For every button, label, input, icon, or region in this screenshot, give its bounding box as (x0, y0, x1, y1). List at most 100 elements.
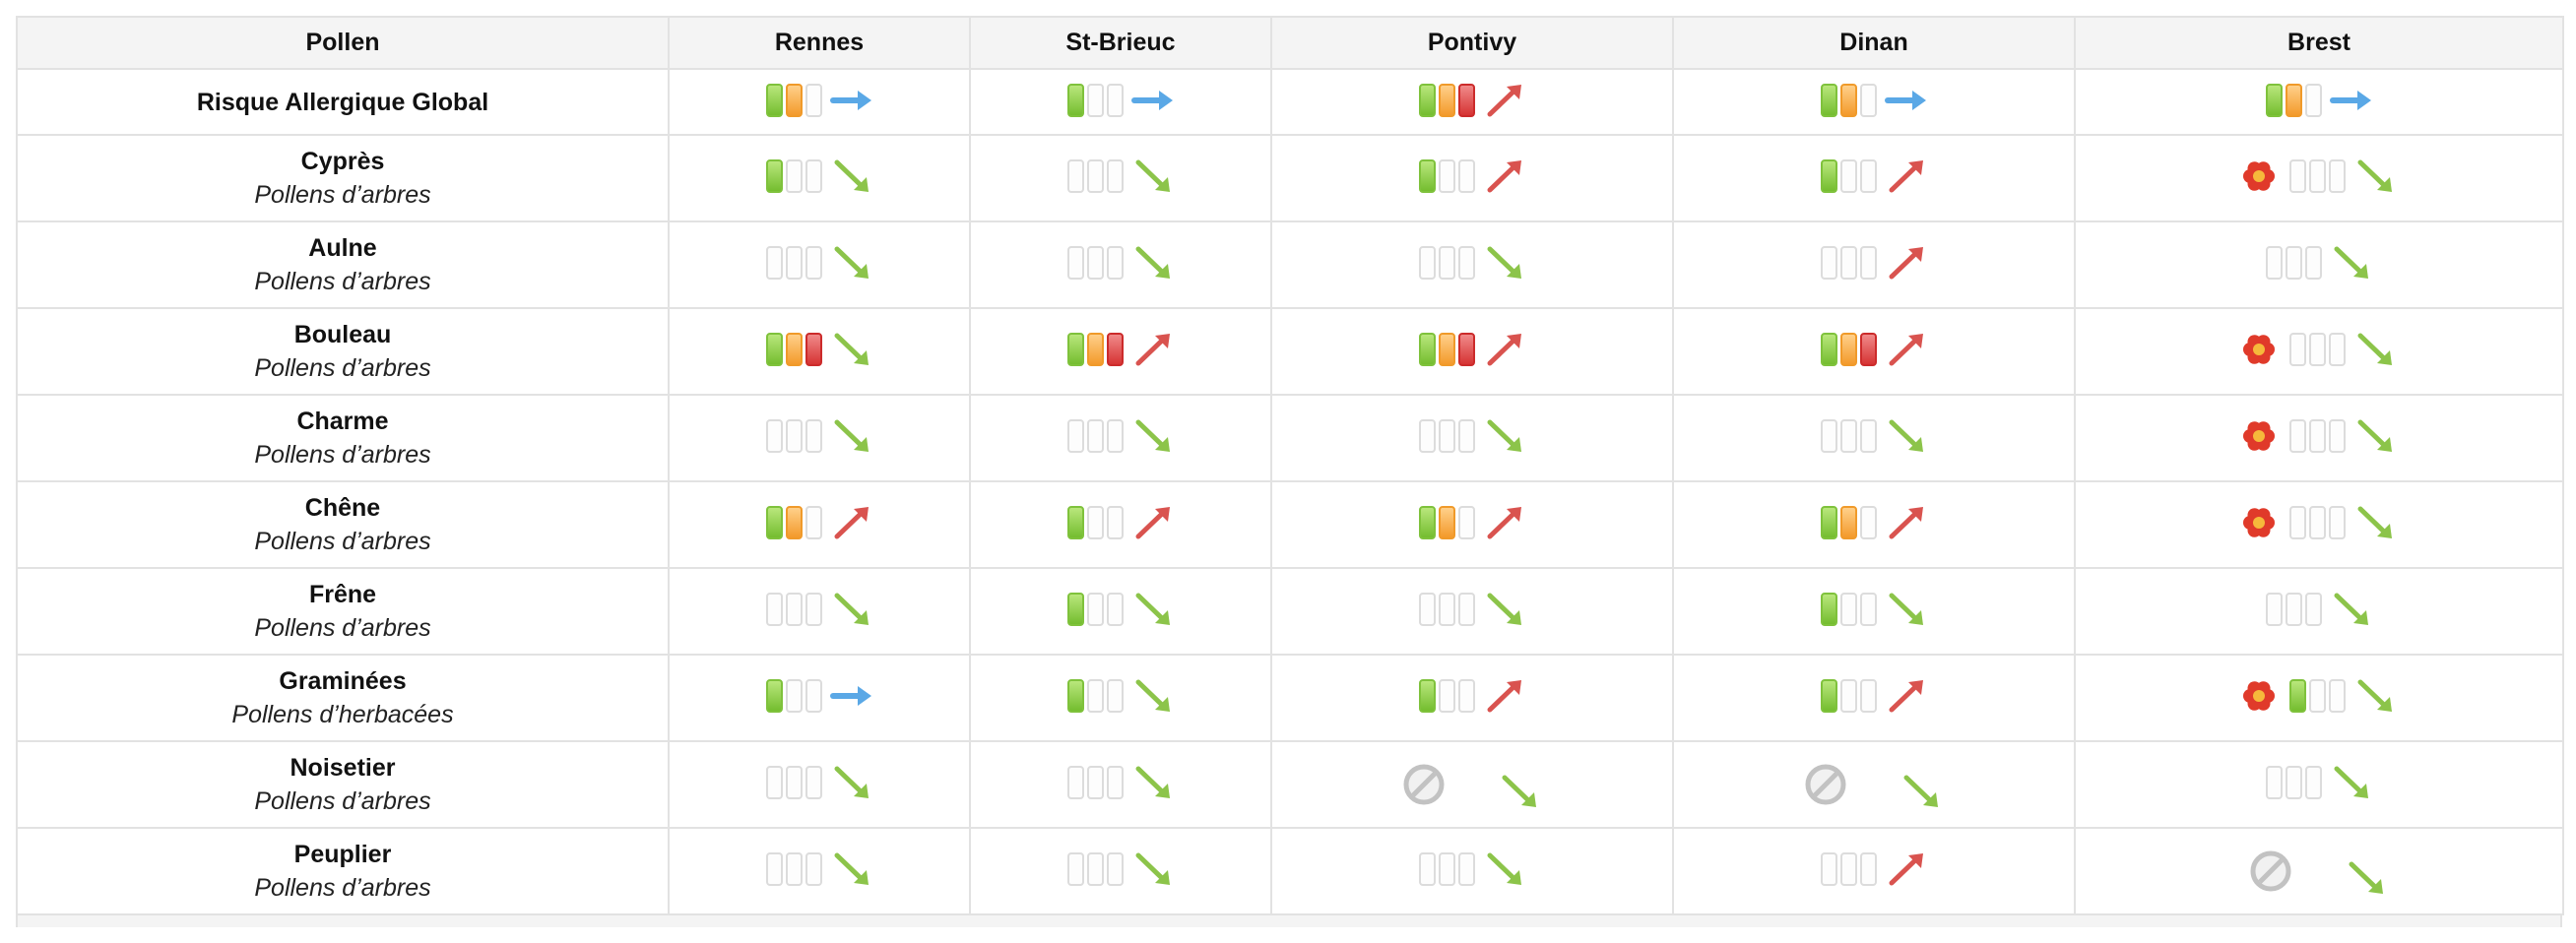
level-bar (805, 766, 822, 799)
risk-indicator (1418, 158, 1526, 194)
arrow-down-right-icon (834, 766, 869, 798)
level-bar (1086, 333, 1104, 366)
level-bar (785, 333, 803, 366)
level-bar (1859, 246, 1877, 280)
risk-indicator (1066, 765, 1175, 800)
level-bar (1457, 679, 1475, 713)
arrow-down-right-icon (1889, 593, 1923, 625)
level-indicator (1066, 852, 1124, 886)
level-bar (765, 506, 783, 539)
pollen-name-cell: Frêne Pollens d’arbres (16, 567, 670, 656)
risk-cell (1672, 307, 2076, 396)
level-indicator (1066, 593, 1124, 626)
level-bar (1418, 159, 1436, 193)
table-row: Frêne Pollens d’arbres (16, 567, 2564, 656)
risk-indicator (2242, 678, 2397, 714)
risk-indicator (1418, 678, 1526, 714)
pollen-name: Cyprès (300, 148, 385, 175)
level-bar (785, 679, 803, 713)
level-indicator (2288, 506, 2346, 539)
risk-cell (1270, 480, 1674, 569)
level-bar (765, 83, 783, 117)
level-bar (805, 679, 822, 713)
table-row: Graminées Pollens d’herbacées (16, 654, 2564, 742)
risk-cell (969, 654, 1272, 742)
level-bar (1066, 852, 1084, 886)
risk-cell (1270, 394, 1674, 482)
level-bar (1106, 506, 1124, 539)
risk-indicator (1820, 505, 1928, 540)
level-bar (1859, 506, 1877, 539)
risk-cell (2074, 567, 2564, 656)
risk-cell (969, 567, 1272, 656)
level-bar (2265, 246, 2283, 280)
risk-cell (1672, 567, 2076, 656)
arrow-down-right-icon (1487, 852, 1521, 885)
arrow-up-right-icon (1487, 507, 1521, 539)
level-indicator (765, 246, 822, 280)
level-bar (2265, 83, 2283, 117)
no-data-icon (1805, 764, 1846, 804)
risk-cell (969, 480, 1272, 569)
level-indicator (1820, 246, 1877, 280)
arrow-down-right-icon (2334, 246, 2368, 279)
level-indicator (1066, 246, 1124, 280)
risk-indicator (765, 505, 873, 540)
level-indicator (2288, 333, 2346, 366)
arrow-up-right-icon (1889, 160, 1923, 193)
pollen-name: Peuplier (293, 841, 392, 868)
level-bar (1438, 246, 1455, 280)
risk-indicator (1418, 851, 1526, 887)
level-indicator (1418, 679, 1475, 713)
arrow-right-icon (1884, 90, 1926, 110)
arrow-down-right-icon (834, 333, 869, 365)
risk-indicator (1820, 83, 1928, 118)
risk-cell (2074, 654, 2564, 742)
level-bar (765, 419, 783, 453)
level-bar (1086, 419, 1104, 453)
level-bar (765, 333, 783, 366)
level-indicator (1066, 83, 1124, 117)
arrow-down-right-icon (1135, 419, 1170, 452)
pollen-name: Charme (296, 408, 389, 435)
level-indicator (1066, 419, 1124, 453)
risk-indicator (1066, 158, 1175, 194)
level-bar (765, 852, 783, 886)
arrow-up-right-icon (1487, 680, 1521, 713)
level-bar (1066, 159, 1084, 193)
level-bar (1457, 506, 1475, 539)
risk-indicator (765, 765, 873, 800)
level-bar (1066, 246, 1084, 280)
level-bar (805, 159, 822, 193)
risk-cell (1270, 307, 1674, 396)
level-bar (1106, 766, 1124, 799)
arrow-up-right-icon (834, 507, 869, 539)
level-bar (765, 593, 783, 626)
arrow-down-right-icon (2349, 861, 2383, 894)
pollen-category: Pollens d’arbres (254, 354, 431, 382)
level-indicator (2288, 679, 2346, 713)
level-indicator (1066, 766, 1124, 799)
risk-indicator (2265, 592, 2373, 627)
level-bar (765, 679, 783, 713)
risk-indicator (1066, 851, 1175, 887)
risk-cell (1672, 740, 2076, 829)
level-bar (1066, 679, 1084, 713)
column-header-city: St-Brieuc (969, 16, 1272, 70)
risk-cell (969, 134, 1272, 222)
risk-cell (1672, 68, 2076, 136)
level-bar (1438, 333, 1455, 366)
risk-cell (1270, 654, 1674, 742)
risk-cell (969, 394, 1272, 482)
level-bar (765, 766, 783, 799)
arrow-right-icon (2329, 90, 2371, 110)
level-indicator (765, 852, 822, 886)
risk-indicator (765, 83, 873, 118)
level-bar (2308, 333, 2326, 366)
arrow-up-right-icon (1487, 160, 1521, 193)
arrow-right-icon (829, 90, 871, 110)
table-row-partial (16, 915, 2562, 927)
level-bar (1438, 852, 1455, 886)
level-bar (1086, 159, 1104, 193)
level-bar (2308, 419, 2326, 453)
